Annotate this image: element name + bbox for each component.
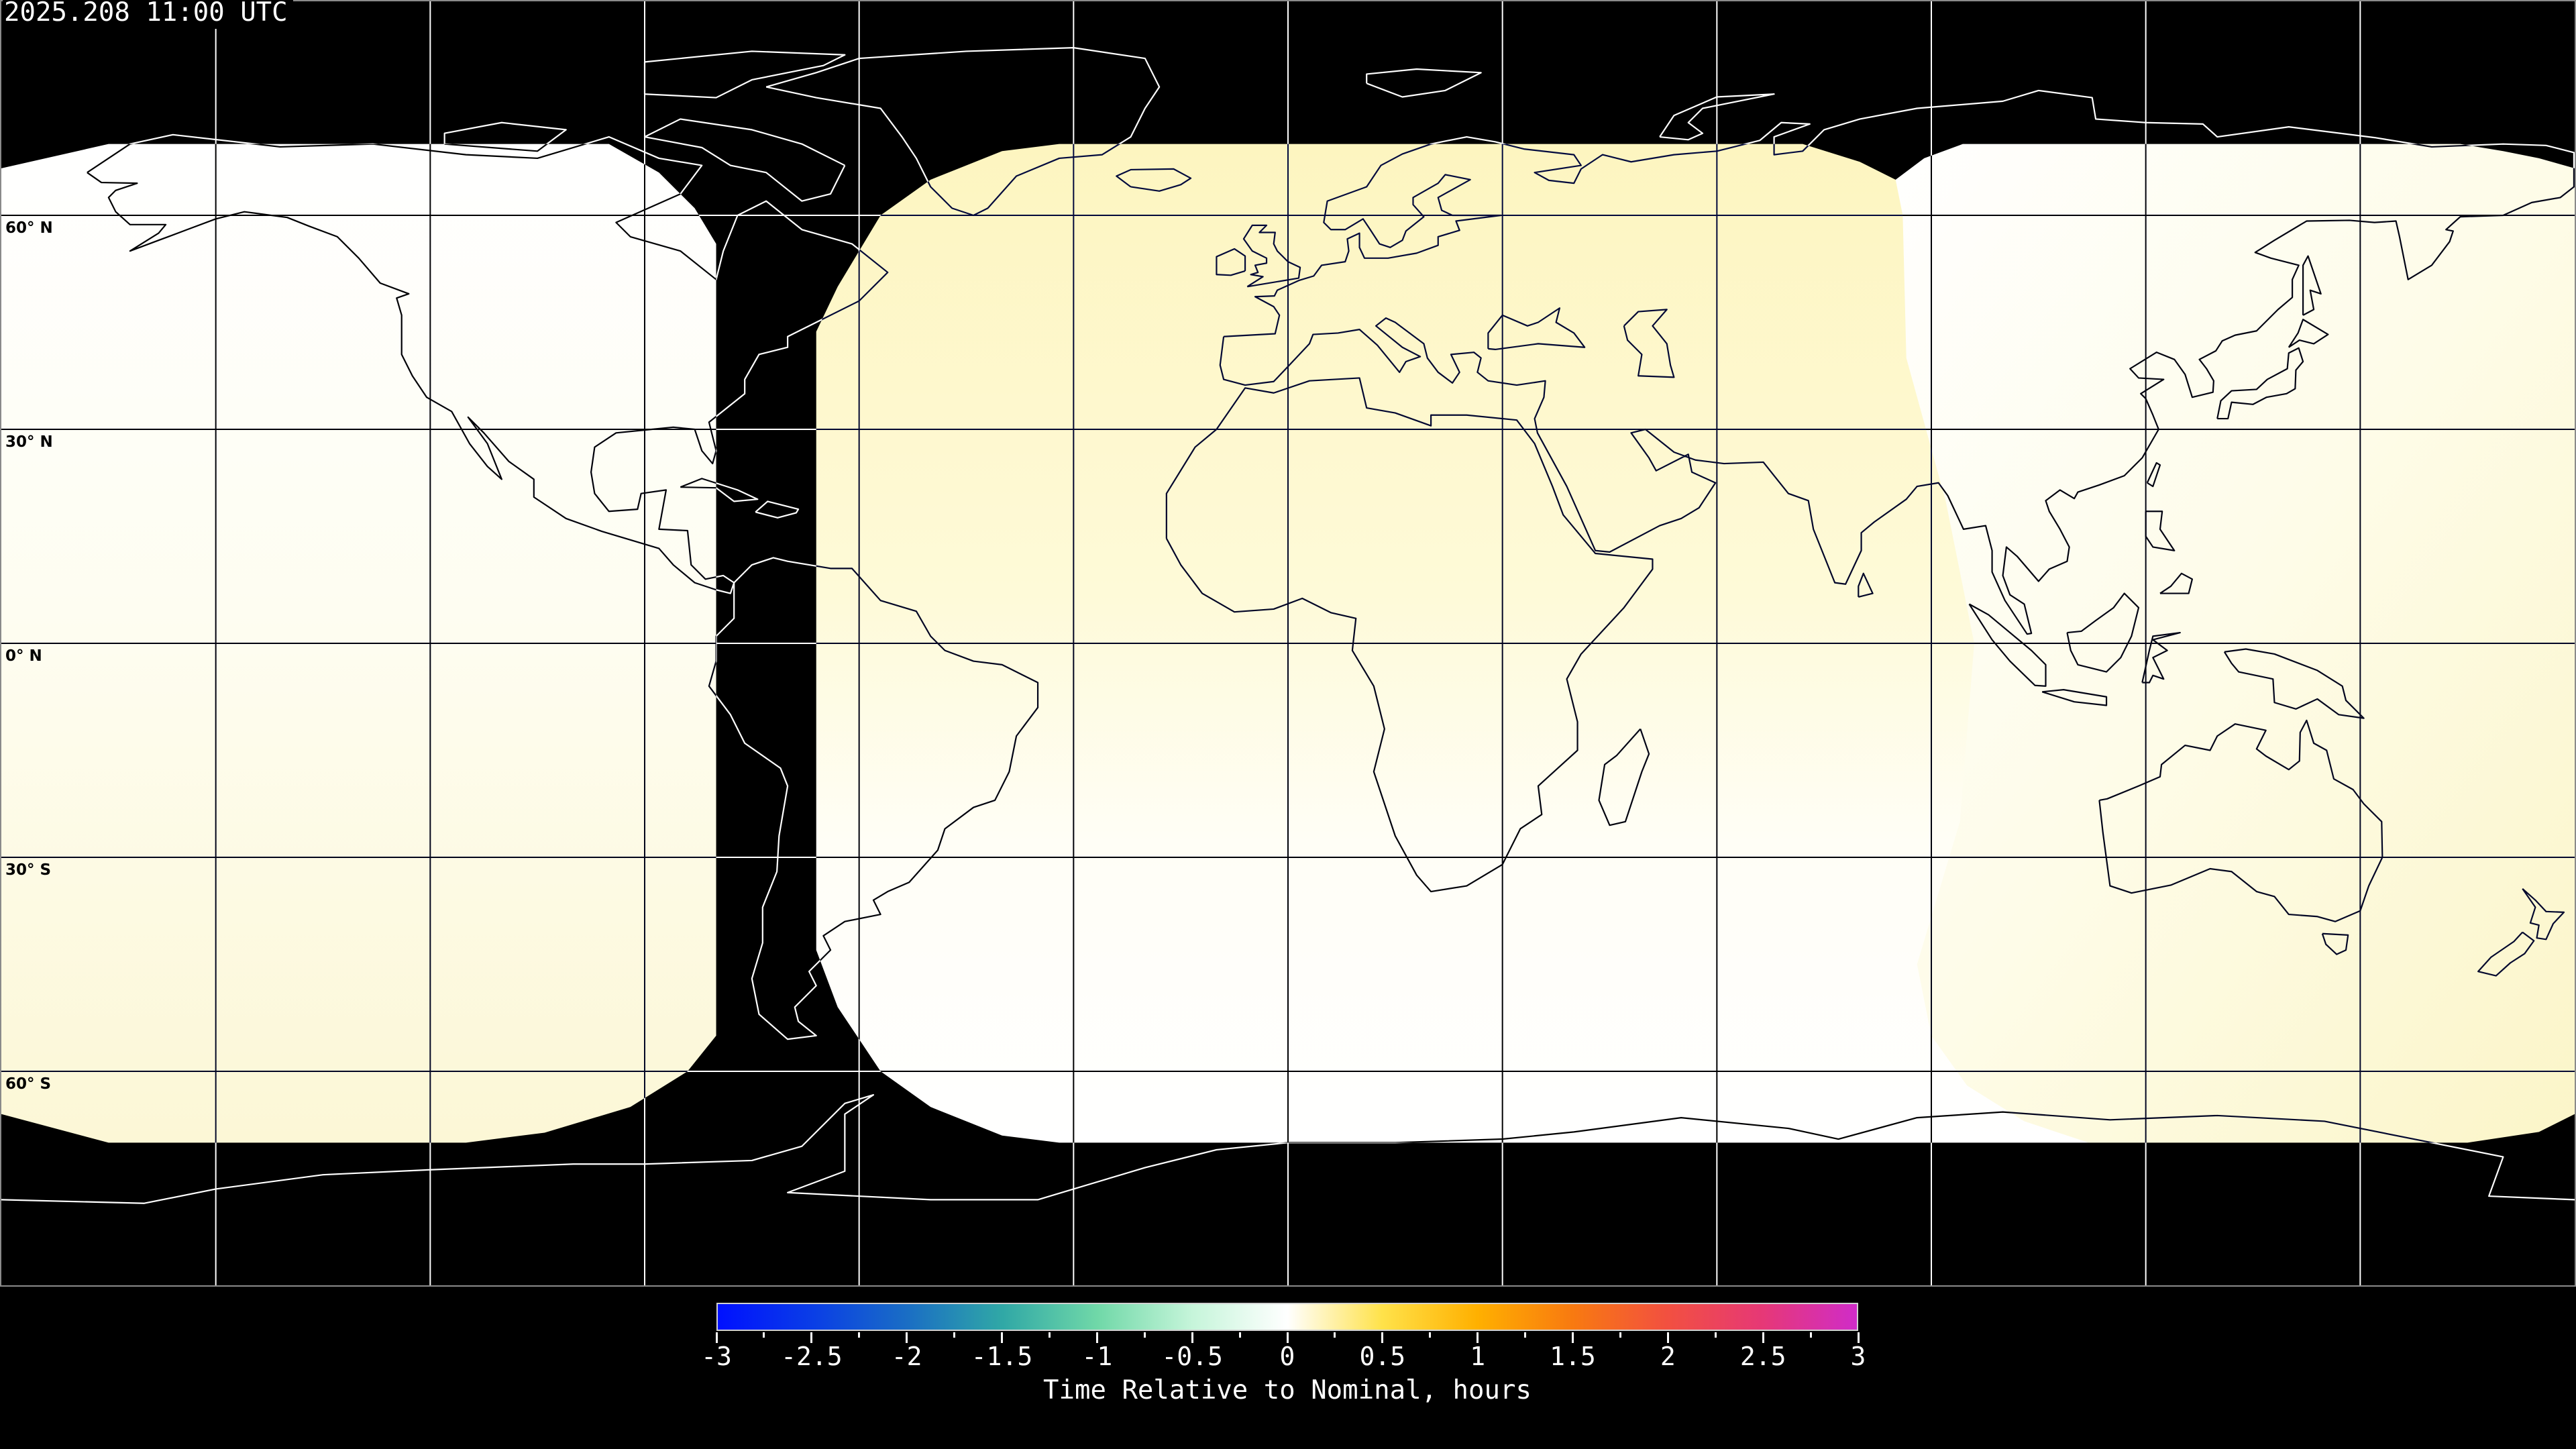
latitude-label: 60° N <box>5 219 53 237</box>
timestamp-title: 2025.208 11:00 UTC <box>3 0 293 29</box>
latitude-label: 60° S <box>5 1075 52 1093</box>
coastline-madagascar <box>1599 729 1650 826</box>
colorbar-major-tick <box>1001 1332 1003 1343</box>
coastline-baffin-island <box>645 119 845 201</box>
coastline-new-zealand-south <box>2478 932 2534 976</box>
coastline-new-zealand-north <box>2522 889 2564 939</box>
colorbar-major-tick <box>1857 1332 1860 1343</box>
coastline-sakhalin <box>2303 256 2321 315</box>
coastline-antarctica <box>1 1095 2575 1203</box>
latitude-label: 30° S <box>5 861 52 879</box>
colorbar-tick-label: 0.5 <box>1359 1342 1406 1371</box>
coastline-honshu <box>2217 348 2303 419</box>
coastline-greenland <box>766 48 1159 215</box>
coastline-new-guinea <box>2224 649 2364 718</box>
colorbar-tick-label: -2 <box>891 1342 922 1371</box>
colorbar-tick-label: -0.5 <box>1161 1342 1223 1371</box>
colorbar-tick-label: 1.5 <box>1550 1342 1596 1371</box>
colorbar-minor-tick <box>1238 1332 1241 1338</box>
colorbar-tick-label: -1.5 <box>971 1342 1033 1371</box>
colorbar-minor-tick <box>1143 1332 1146 1338</box>
colorbar-major-tick <box>1477 1332 1479 1343</box>
coastline-sumatra <box>1969 604 2045 686</box>
colorbar-minor-tick <box>953 1332 956 1338</box>
coastline-africa <box>1167 378 1653 892</box>
colorbar-major-tick <box>1191 1332 1193 1343</box>
coastline-luzon <box>2146 511 2175 550</box>
colorbar-label: Time Relative to Nominal, hours <box>1043 1375 1532 1405</box>
coastline-hokkaido <box>2289 319 2328 347</box>
colorbar-tick-label: 1 <box>1470 1342 1486 1371</box>
colorbar-major-tick <box>906 1332 908 1343</box>
coastline-ellesmere-island <box>645 51 845 97</box>
colorbar-minor-tick <box>1619 1332 1621 1338</box>
map-overlay <box>1 1 2575 1285</box>
colorbar-tick-label: -3 <box>701 1342 732 1371</box>
colorbar-major-tick <box>810 1332 813 1343</box>
coastline-eurasia <box>1220 91 2574 634</box>
colorbar-major-tick <box>1095 1332 1098 1343</box>
latitude-label: 0° N <box>5 647 42 665</box>
colorbar-tick-label: 3 <box>1850 1342 1866 1371</box>
coastline-ireland <box>1216 249 1245 275</box>
coastline-tasmania <box>2322 934 2348 955</box>
coastline-cuba <box>680 478 757 501</box>
colorbar-major-tick <box>1666 1332 1669 1343</box>
coastline-iceland <box>1116 169 1191 191</box>
map-panel: 60° N 30° N 0° N 30° S 60° S <box>0 0 2576 1287</box>
colorbar-major-tick <box>1381 1332 1384 1343</box>
colorbar-minor-tick <box>1048 1332 1051 1338</box>
colorbar-tick-label: 2 <box>1660 1342 1676 1371</box>
coastline-sulawesi <box>2142 633 2180 682</box>
colorbar-major-tick <box>1286 1332 1289 1343</box>
coastline-borneo <box>2067 594 2139 672</box>
coastline-java <box>2042 690 2106 705</box>
colorbar-minor-tick <box>1524 1332 1527 1338</box>
colorbar <box>716 1303 1858 1331</box>
coastline-novaya-zemlya <box>1660 94 1774 140</box>
colorbar-minor-tick <box>1429 1332 1432 1338</box>
colorbar-minor-tick <box>763 1332 765 1338</box>
colorbar-tick-label: 0 <box>1279 1342 1295 1371</box>
colorbar-minor-tick <box>1809 1332 1812 1338</box>
world-map <box>1 1 2575 1285</box>
coastline-mindanao <box>2160 574 2192 594</box>
latitude-label: 30° N <box>5 433 53 451</box>
coastline-victoria-island <box>445 123 566 152</box>
coastline-black-sea <box>1488 308 1585 350</box>
colorbar-major-tick <box>715 1332 718 1343</box>
colorbar-minor-tick <box>858 1332 861 1338</box>
coastline-svalbard <box>1366 69 1481 97</box>
colorbar-tick-label: 2.5 <box>1739 1342 1786 1371</box>
coastlines <box>1 48 2575 1203</box>
colorbar-tick-label: -1 <box>1081 1342 1113 1371</box>
coastline-north-america <box>87 135 888 594</box>
colorbar-major-tick <box>1762 1332 1764 1343</box>
coastline-great-britain <box>1244 225 1300 286</box>
colorbar-major-tick <box>1572 1332 1574 1343</box>
coastline-hispaniola <box>755 501 798 517</box>
colorbar-minor-tick <box>1714 1332 1717 1338</box>
coastline-sri-lanka <box>1858 574 1872 597</box>
coastline-caspian-sea <box>1624 309 1674 377</box>
coastline-south-america <box>709 557 1038 1039</box>
colorbar-tick-label: -2.5 <box>781 1342 843 1371</box>
colorbar-minor-tick <box>1334 1332 1336 1338</box>
graticule <box>1 1 2575 1285</box>
coastline-taiwan <box>2147 463 2160 486</box>
coastline-australia <box>2099 720 2382 922</box>
